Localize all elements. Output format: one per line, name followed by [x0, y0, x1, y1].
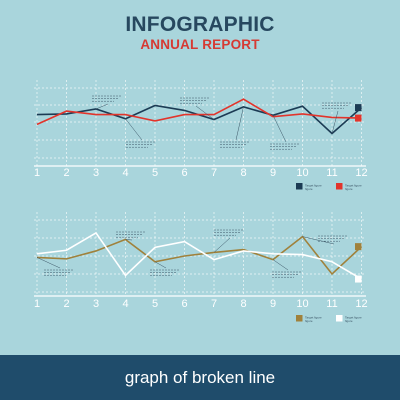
x-tick-label: 7: [211, 167, 217, 179]
x-tick-label: 3: [93, 298, 99, 310]
annotation-leader: [331, 110, 339, 134]
annotation-leader: [195, 105, 215, 120]
footer-caption: graph of broken line: [0, 355, 400, 400]
legend-sublabel: figure: [305, 319, 313, 323]
x-tick-label: 8: [240, 167, 246, 179]
annotation-leader: [235, 106, 244, 141]
x-tick-label: 2: [63, 298, 69, 310]
series-line-1: [36, 104, 363, 135]
x-tick-label: 11: [326, 167, 337, 179]
annotation-leader: [272, 115, 287, 143]
annotation-leader: [272, 259, 289, 271]
x-tick-label: 7: [211, 298, 217, 310]
x-tick-label: 11: [326, 298, 337, 310]
series-end-marker-1: [355, 243, 362, 251]
x-tick-label: 2: [63, 167, 69, 179]
x-tick-label: 1: [34, 298, 40, 310]
x-tick-label: 12: [355, 298, 367, 310]
x-tick-label: 4: [122, 167, 128, 179]
annotation-leader: [36, 257, 61, 269]
x-tick-label: 3: [93, 167, 99, 179]
x-tick-label: 6: [181, 167, 187, 179]
annotation-leader: [302, 236, 335, 245]
legend-sublabel: figure: [305, 187, 313, 191]
x-tick-label: 12: [355, 167, 367, 179]
legend-label: Target figure: [305, 184, 322, 188]
legend-swatch: [296, 315, 303, 322]
x-tick-label: 5: [152, 298, 158, 310]
x-tick-label: 10: [296, 167, 308, 179]
series-line-1: [36, 235, 363, 276]
annotation-leader: [213, 237, 231, 253]
series-end-marker-2: [355, 114, 362, 122]
x-tick-label: 9: [270, 167, 276, 179]
legend-sublabel: figure: [345, 319, 353, 323]
x-tick-label: 9: [270, 298, 276, 310]
legend-swatch: [336, 183, 343, 190]
legend-sublabel: figure: [345, 187, 353, 191]
series-line-2: [36, 98, 362, 126]
legend-label: Target figure: [345, 184, 362, 188]
annotation-leader: [154, 261, 167, 269]
annotation-leader: [95, 103, 109, 110]
x-tick-label: 10: [296, 298, 308, 310]
x-tick-label: 1: [34, 167, 40, 179]
annual-report-subtitle: ANNUAL REPORT: [140, 37, 260, 52]
legend-swatch: [336, 315, 343, 322]
legend-label: Target figure: [345, 316, 362, 320]
x-tick-label: 6: [181, 298, 187, 310]
infographic-title: INFOGRAPHIC: [125, 13, 275, 36]
x-tick-label: 8: [240, 298, 246, 310]
annotation-leader: [125, 118, 143, 141]
x-tick-label: 5: [152, 167, 158, 179]
x-tick-label: 4: [122, 298, 128, 310]
series-line-2: [36, 231, 362, 280]
legend-label: Target figure: [305, 316, 322, 320]
legend-swatch: [296, 183, 303, 190]
series-end-marker-2: [355, 275, 362, 283]
series-end-marker-1: [355, 104, 362, 112]
annotation-leader: [125, 239, 133, 241]
